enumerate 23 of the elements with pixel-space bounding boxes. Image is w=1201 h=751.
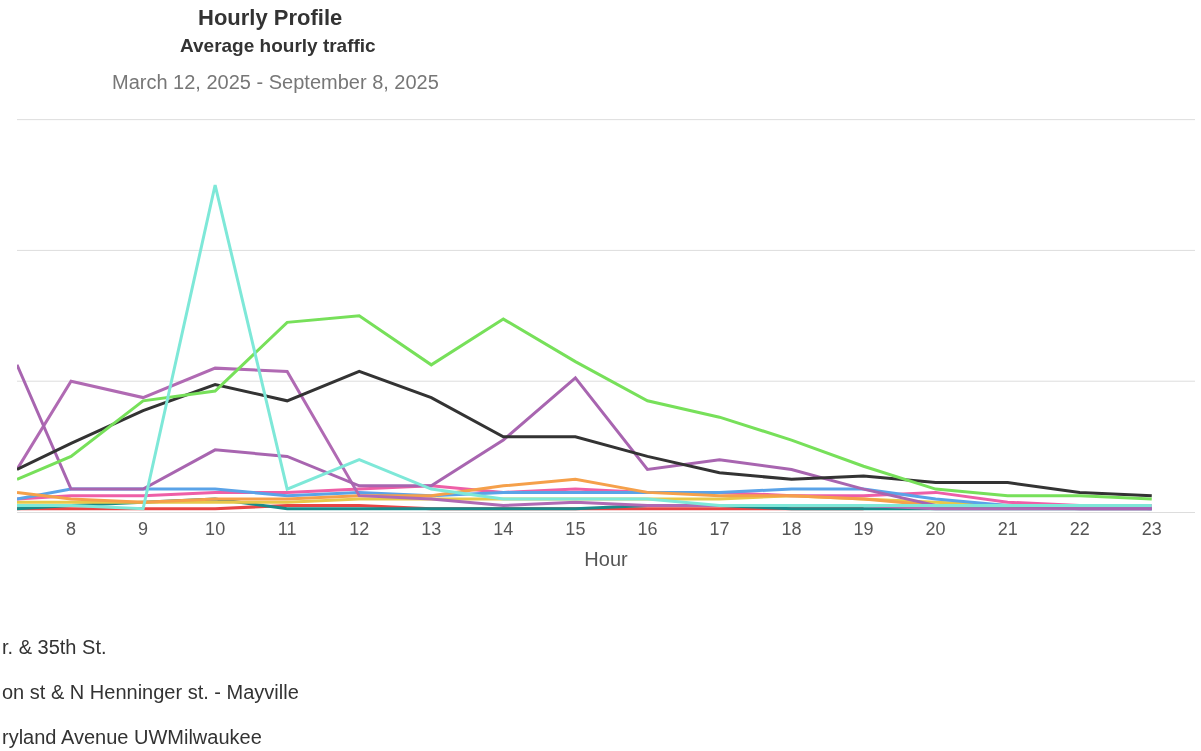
x-tick-label: 10 — [205, 518, 226, 539]
x-tick-label: 23 — [1141, 518, 1162, 539]
text: March 12, 2025 - September 8, 2025 — [112, 71, 439, 93]
x-tick-label: 20 — [925, 518, 946, 539]
x-tick-label: 17 — [709, 518, 730, 539]
x-tick-label: 9 — [138, 518, 149, 539]
chart-title: Hourly Profile — [198, 5, 343, 30]
text: on st & N Henninger st. - Mayville — [2, 681, 299, 703]
x-tick-label: 16 — [637, 518, 658, 539]
x-axis-title: Hour — [584, 548, 629, 571]
text: r. & 35th St. — [2, 636, 107, 658]
x-tick-label: 19 — [853, 518, 874, 539]
x-tick-label: 15 — [565, 518, 586, 539]
text: ryland Avenue UWMilwaukee — [2, 726, 262, 748]
x-tick-label: 22 — [1069, 518, 1090, 539]
x-tick-label: 14 — [493, 518, 514, 539]
x-tick-label: 12 — [349, 518, 370, 539]
x-tick-label: 11 — [277, 518, 297, 539]
x-tick-label: 18 — [781, 518, 802, 539]
x-tick-label: 21 — [997, 518, 1018, 539]
chart-subtitle: Average hourly traffic — [180, 35, 377, 56]
x-tick-label: 13 — [421, 518, 442, 539]
x-tick-label: 8 — [66, 518, 77, 539]
